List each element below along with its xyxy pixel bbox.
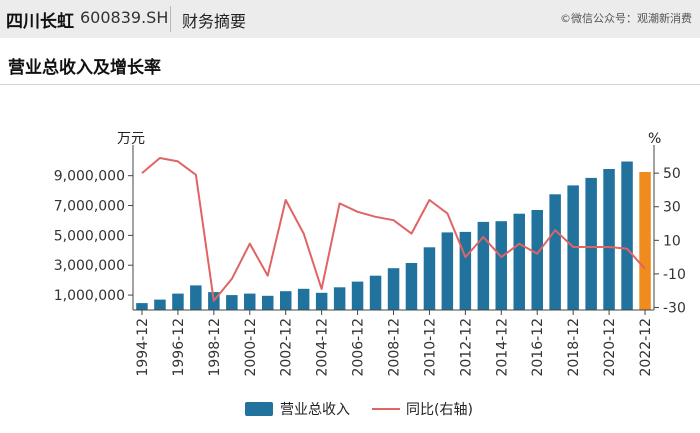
x-tick-label: 1994-12 [135, 318, 151, 377]
watermark-text: ©微信公众号：观潮新消费 [560, 12, 692, 25]
bar-2000-12 [244, 293, 256, 310]
x-tick-label: 2006-12 [351, 318, 367, 377]
tab-financial-summary[interactable]: 财务摘要 [182, 12, 247, 31]
legend-label-growth: 同比(右轴) [406, 402, 473, 418]
bar-1999-12 [226, 295, 238, 310]
bar-2010-12 [423, 247, 436, 310]
bar-2019-12 [585, 177, 597, 310]
bar-2005-12 [333, 287, 346, 310]
y-left-tick-label: 5,000,000 [54, 228, 125, 244]
bar-2006-12 [351, 281, 364, 310]
bar-2015-12 [513, 213, 525, 310]
y-right-tick-label: -10 [663, 267, 686, 283]
bar-1995-12 [154, 299, 166, 310]
growth-line [141, 157, 646, 302]
bar-2007-12 [369, 275, 382, 310]
bar-1997-12 [190, 285, 202, 310]
x-tick-label: 2010-12 [422, 318, 438, 377]
bar-2017-12 [549, 194, 561, 310]
line-series-group [141, 157, 646, 302]
bar-1994-12 [136, 303, 148, 310]
axes-group: 1,000,000 3,000,000 5,000,000 7,000,000 9,00… [54, 145, 686, 377]
x-tick-label: 2002-12 [279, 318, 295, 377]
bar-2020-12 [603, 169, 615, 310]
bar-2009-12 [405, 263, 418, 310]
y-left-axis-label: 万元 [117, 131, 145, 147]
legend-swatch-revenue [245, 402, 273, 416]
bar-2016-12 [531, 210, 543, 310]
bar-2022-12 [639, 172, 651, 310]
y-left-tick-label: 1,000,000 [54, 288, 125, 304]
bar-1996-12 [172, 293, 184, 310]
y-right-tick-label: 10 [663, 233, 681, 249]
bar-2011-12 [441, 232, 454, 310]
x-tick-label: 1996-12 [171, 318, 187, 377]
x-tick-label: 2020-12 [602, 318, 618, 377]
bar-2002-12 [280, 291, 292, 310]
bar-2012-12 [459, 231, 472, 310]
stock-name[interactable]: 四川长虹 [6, 12, 74, 32]
y-right-tick-label: 50 [663, 166, 681, 182]
y-right-axis-label: % [648, 131, 661, 147]
section-title: 营业总收入及增长率 [8, 58, 161, 78]
y-left-tick-label: 7,000,000 [54, 199, 125, 215]
y-left-tick-label: 3,000,000 [54, 258, 125, 274]
bar-2021-12 [621, 161, 633, 310]
bar-2008-12 [387, 268, 400, 310]
x-tick-label: 2004-12 [315, 318, 331, 377]
bar-2004-12 [315, 292, 328, 310]
section-divider [0, 84, 700, 85]
x-tick-label: 2018-12 [566, 318, 582, 377]
y-right-tick-label: -30 [663, 300, 686, 316]
x-tick-label: 2012-12 [458, 318, 474, 377]
header-separator [170, 6, 171, 32]
legend: 营业总收入 同比(右轴) [245, 402, 473, 418]
header-bar: 四川长虹 600839.SH 财务摘要 ©微信公众号：观潮新消费 [0, 0, 700, 38]
x-tick-label: 2016-12 [530, 318, 546, 377]
x-tick-label: 2022-12 [638, 318, 654, 377]
bar-2013-12 [477, 221, 490, 310]
x-tick-label: 2008-12 [387, 318, 403, 377]
stock-code: 600839.SH [80, 8, 169, 27]
y-right-tick-label: 30 [663, 200, 681, 216]
x-tick-label: 1998-12 [207, 318, 223, 377]
bar-series [136, 161, 651, 310]
legend-label-revenue: 营业总收入 [280, 402, 350, 418]
x-tick-label: 2000-12 [243, 318, 259, 377]
bar-2014-12 [495, 221, 507, 310]
y-left-tick-label: 9,000,000 [54, 169, 125, 185]
bar-2001-12 [262, 295, 274, 310]
bar-2003-12 [297, 288, 310, 310]
x-tick-label: 2014-12 [494, 318, 510, 377]
